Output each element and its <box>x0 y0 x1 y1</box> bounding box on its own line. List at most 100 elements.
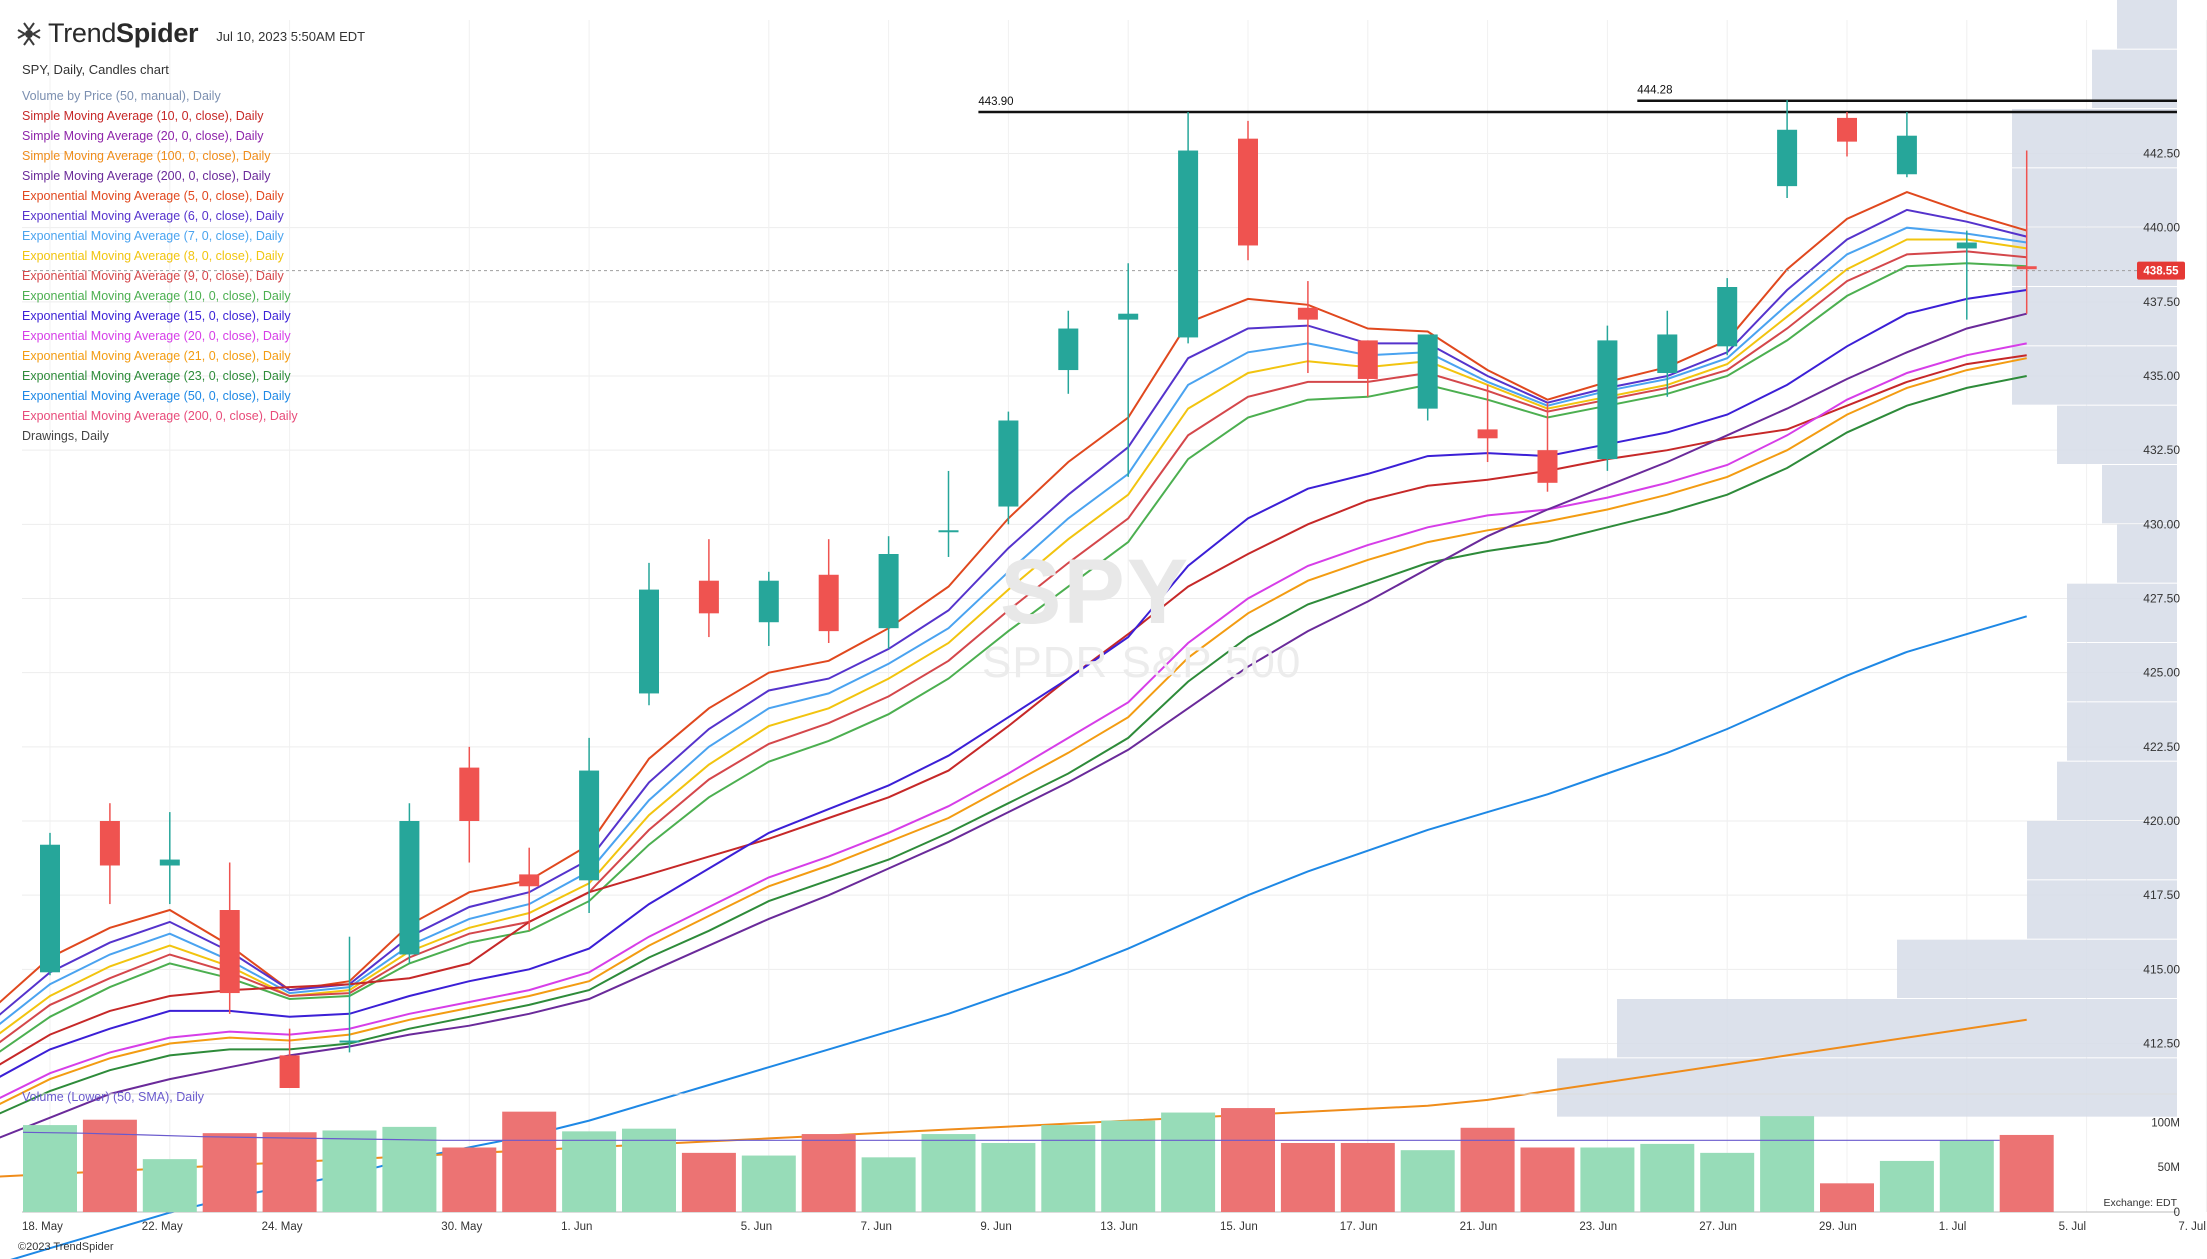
candle <box>1178 150 1199 338</box>
x-axis-label: 22. May <box>142 1221 183 1233</box>
legend-item[interactable]: Simple Moving Average (100, 0, close), D… <box>22 149 271 163</box>
candle <box>998 420 1019 507</box>
legend-item[interactable]: Exponential Moving Average (200, 0, clos… <box>22 409 298 423</box>
last-price-tag <box>2137 261 2185 280</box>
y-axis-label: 415.00 <box>2143 962 2180 976</box>
y-axis-label: 442.50 <box>2143 147 2180 161</box>
ma-line <box>0 238 2027 1035</box>
x-axis-label: 7. Jul <box>2178 1221 2206 1233</box>
volume-bar <box>861 1157 916 1212</box>
candle <box>1956 242 1977 249</box>
candle <box>1597 340 1618 460</box>
legend-item[interactable]: Exponential Moving Average (8, 0, close)… <box>22 249 284 263</box>
volume-bar <box>1640 1143 1695 1212</box>
candle <box>818 574 839 632</box>
volume-bar <box>1161 1112 1216 1212</box>
volume-bar <box>741 1155 796 1212</box>
candle <box>1357 340 1378 379</box>
legend-item[interactable]: Drawings, Daily <box>22 429 109 443</box>
candle <box>279 1055 300 1088</box>
legend-item[interactable]: Simple Moving Average (200, 0, close), D… <box>22 169 271 183</box>
volume-by-price-bar <box>2027 880 2177 939</box>
candle <box>1477 429 1498 439</box>
volume-bar <box>1340 1143 1395 1212</box>
volume-bar <box>1041 1125 1096 1212</box>
x-axis-label: 23. Jun <box>1579 1221 1617 1233</box>
candle <box>1238 138 1258 246</box>
legend-item[interactable]: Exponential Moving Average (7, 0, close)… <box>22 229 284 243</box>
candle <box>159 859 180 866</box>
y-axis-label: 440.00 <box>2143 221 2180 235</box>
candle <box>40 844 60 973</box>
candle <box>1118 313 1139 320</box>
volume-sma-line <box>22 1131 2000 1141</box>
candle <box>2016 266 2037 270</box>
legend-item[interactable]: Exponential Moving Average (21, 0, close… <box>22 349 291 363</box>
ma-line <box>0 289 2027 1078</box>
copyright: ©2023 TrendSpider <box>18 1241 114 1253</box>
x-axis-label: 1. Jun <box>561 1221 592 1233</box>
candle <box>459 767 480 821</box>
volume-by-price <box>1557 0 2177 1117</box>
ma-line <box>0 375 2027 1115</box>
volume-bar <box>1939 1140 1994 1212</box>
volume-bar <box>502 1111 557 1212</box>
volume-bar <box>1999 1134 2054 1212</box>
volume-bar <box>23 1125 77 1212</box>
volume-bar <box>142 1159 197 1212</box>
volume-by-price-bar <box>2012 168 2177 227</box>
volume-by-price-bar <box>2012 346 2177 405</box>
legend-item[interactable]: Exponential Moving Average (9, 0, close)… <box>22 269 284 283</box>
volume-bar <box>921 1134 976 1212</box>
legend-item[interactable]: Volume by Price (50, manual), Daily <box>22 89 221 103</box>
legend-item[interactable]: Exponential Moving Average (6, 0, close)… <box>22 209 284 223</box>
volume-bar <box>1280 1143 1335 1212</box>
chart-title: SPY, Daily, Candles chart <box>22 62 169 77</box>
legend-item[interactable]: Exponential Moving Average (15, 0, close… <box>22 309 291 323</box>
y-axis-label: 432.50 <box>2143 443 2180 457</box>
candle <box>339 1040 360 1043</box>
legend-item[interactable]: Exponential Moving Average (5, 0, close)… <box>22 189 284 203</box>
y-axis-label: 412.50 <box>2143 1037 2180 1051</box>
volume-bar <box>562 1131 617 1212</box>
watermark-name: SPDR S&P 500 <box>982 638 1302 687</box>
volume-bar <box>382 1126 437 1212</box>
x-axis-label: 13. Jun <box>1100 1221 1138 1233</box>
volume-by-price-bar <box>2092 49 2177 108</box>
y-axis-label: 430.00 <box>2143 517 2180 531</box>
y-axis-label: 417.50 <box>2143 888 2180 902</box>
candle <box>758 580 779 623</box>
ma-line <box>0 226 2027 1026</box>
volume-bar <box>1221 1108 1275 1212</box>
legend-item[interactable]: Exponential Moving Average (50, 0, close… <box>22 389 291 403</box>
last-price-label: 438.55 <box>2143 266 2179 278</box>
resistance-label: 443.90 <box>978 96 1013 108</box>
resistance-label: 444.28 <box>1637 85 1672 97</box>
legend-item[interactable]: Simple Moving Average (10, 0, close), Da… <box>22 109 264 123</box>
candle <box>1896 135 1917 175</box>
candle <box>1058 328 1079 371</box>
volume-bar <box>622 1128 676 1212</box>
grid-lines <box>22 20 2207 1212</box>
legend-item[interactable]: Exponential Moving Average (20, 0, close… <box>22 329 291 343</box>
y-axis-label: 420.00 <box>2143 814 2180 828</box>
volume-by-price-bar <box>1617 999 2177 1058</box>
volume-by-price-bar <box>2027 821 2177 880</box>
volume-by-price-bar <box>2012 287 2177 346</box>
volume-bar <box>442 1147 497 1212</box>
legend-item[interactable]: Exponential Moving Average (10, 0, close… <box>22 289 291 303</box>
x-axis-label: 21. Jun <box>1460 1221 1498 1233</box>
x-axis-label: 15. Jun <box>1220 1221 1258 1233</box>
volume-bar <box>262 1132 317 1212</box>
candle <box>399 821 420 955</box>
volume-bar <box>681 1152 736 1212</box>
y-axis-label: 435.00 <box>2143 369 2180 383</box>
legend-item[interactable]: Simple Moving Average (20, 0, close), Da… <box>22 129 264 143</box>
candle <box>1297 307 1318 320</box>
x-axis-label: 27. Jun <box>1699 1221 1737 1233</box>
volume-bar <box>981 1143 1036 1212</box>
y-axis-label: 437.50 <box>2143 295 2180 309</box>
volume-bar <box>82 1119 137 1212</box>
legend-item[interactable]: Exponential Moving Average (23, 0, close… <box>22 369 291 383</box>
